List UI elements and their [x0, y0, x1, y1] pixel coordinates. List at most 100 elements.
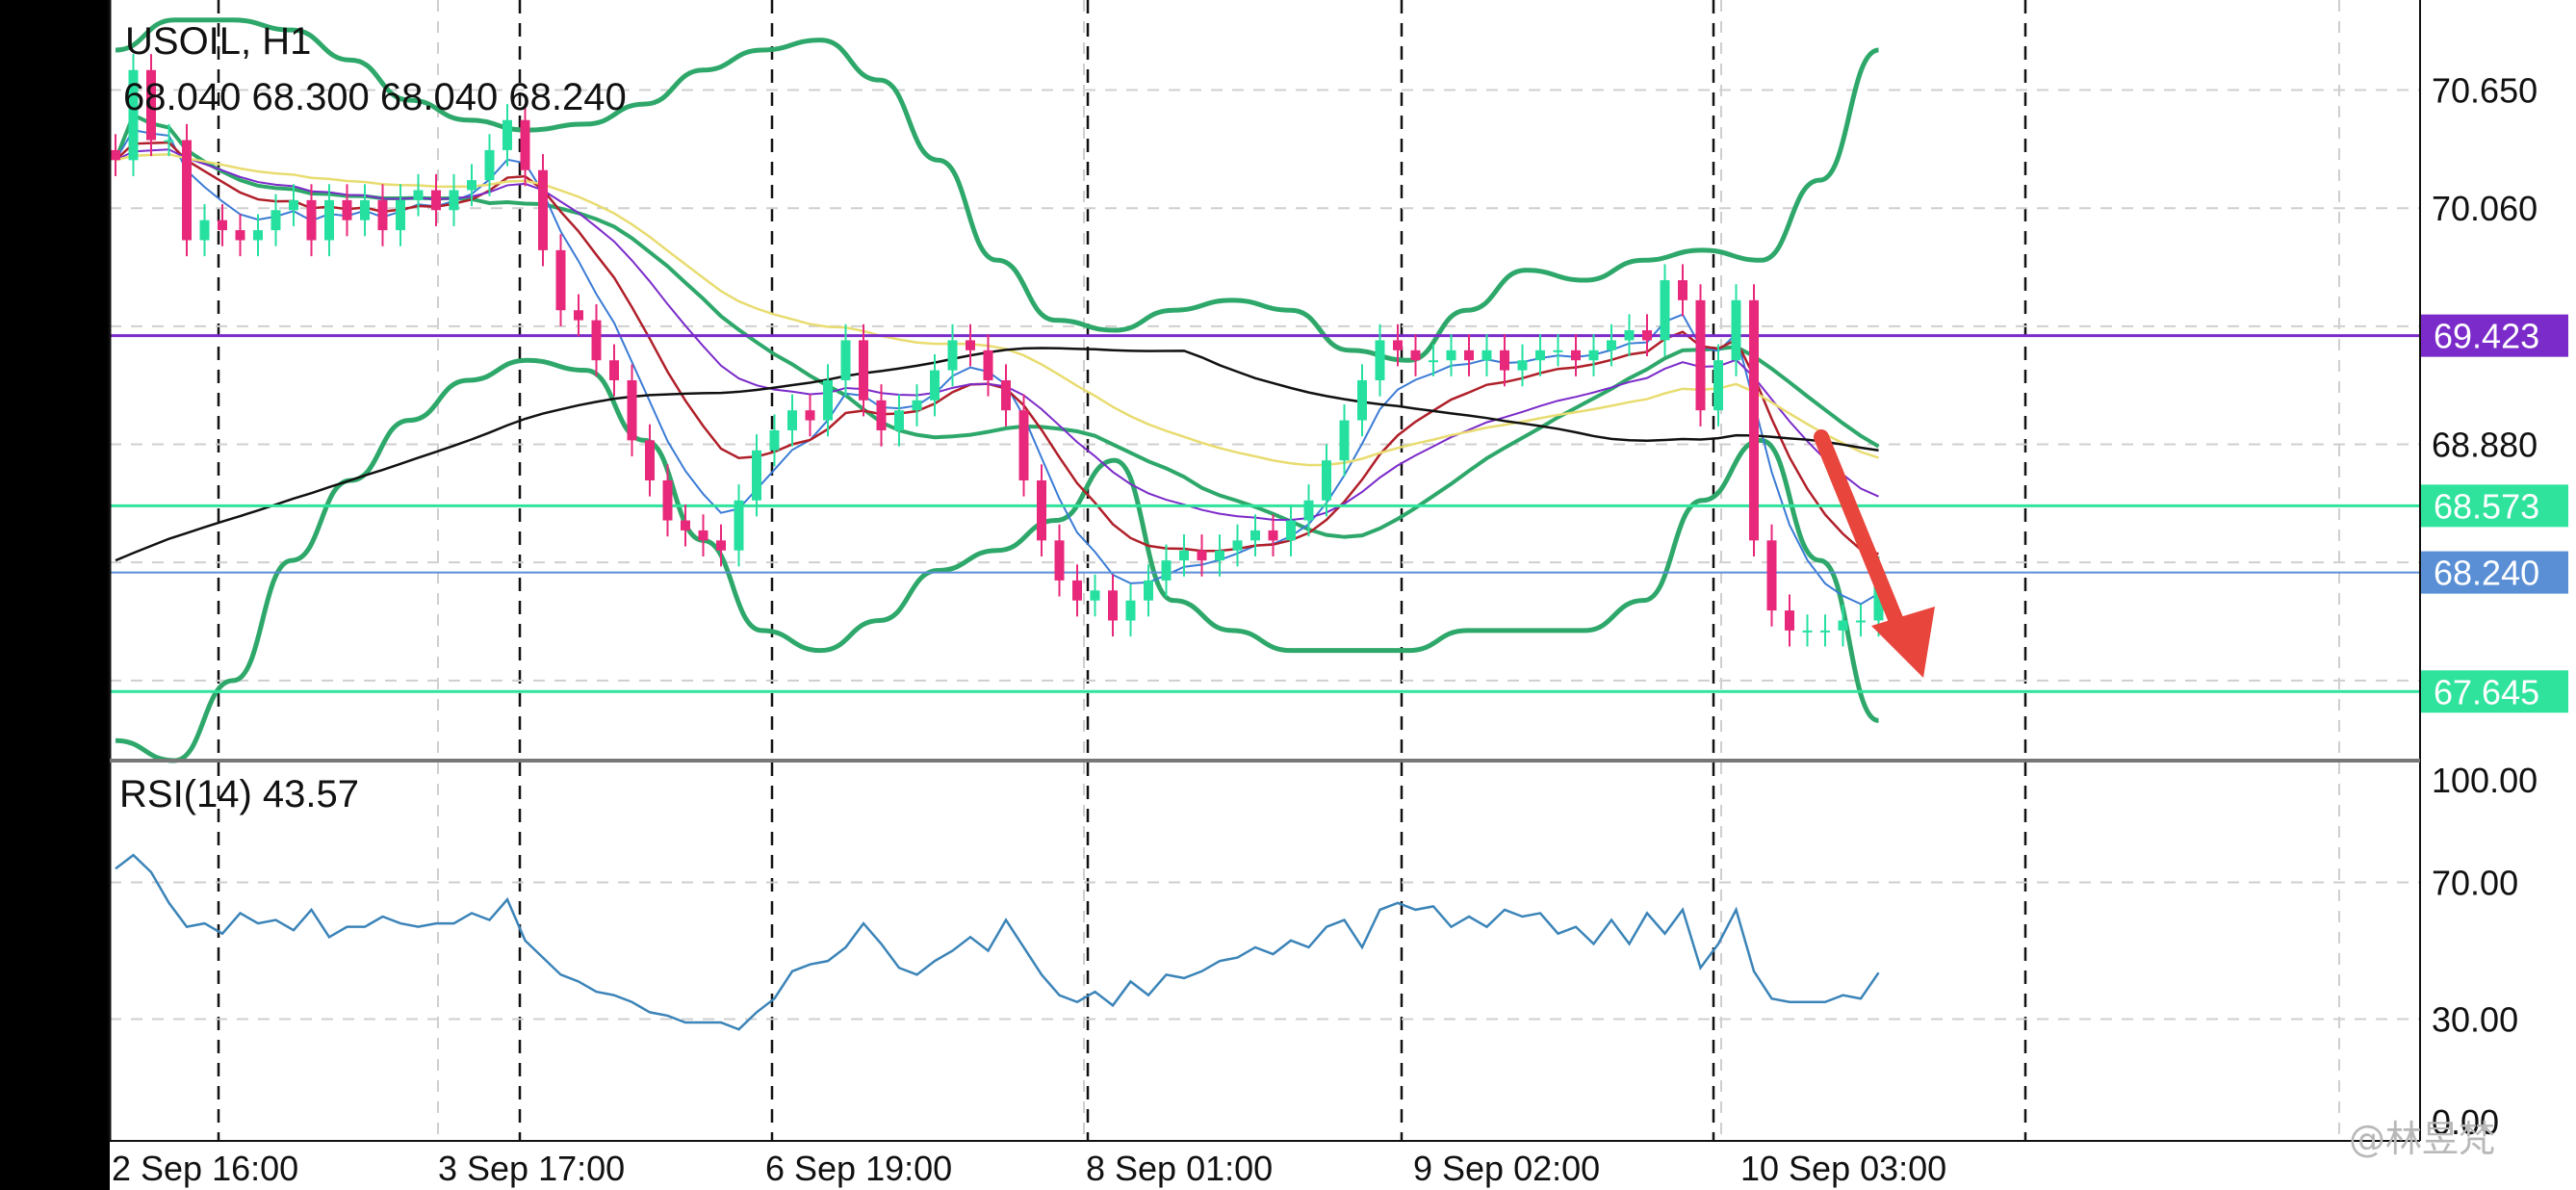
candle [1624, 314, 1635, 357]
rsi-line [115, 853, 1880, 1031]
candle-body [716, 540, 726, 551]
candle-body [289, 199, 298, 211]
downtrend-arrow [1814, 429, 1935, 678]
candle [1464, 334, 1474, 376]
candle [1286, 504, 1296, 556]
candle [698, 514, 708, 556]
candle-body [431, 190, 441, 211]
candle-body [1018, 410, 1029, 480]
ma-10 [115, 141, 1879, 556]
rsi-tick-label: 70.00 [2432, 864, 2518, 903]
candle [1481, 334, 1492, 376]
candle-body [1393, 340, 1403, 350]
candle [1410, 334, 1421, 376]
candle-body [1339, 420, 1350, 461]
candle [591, 304, 602, 376]
candle [645, 424, 655, 497]
candle-body [876, 400, 887, 430]
candle [289, 184, 298, 226]
ma-40 [115, 152, 1879, 467]
candle [413, 173, 424, 217]
candle [1215, 534, 1224, 577]
candle [1695, 284, 1706, 427]
candle-body [1429, 360, 1438, 363]
candle [1375, 323, 1385, 397]
candle-body [1588, 349, 1599, 361]
candle [840, 323, 851, 397]
candle [912, 384, 922, 427]
candle [1268, 514, 1278, 556]
candle [787, 394, 797, 447]
candle [1322, 444, 1331, 517]
candle [1090, 574, 1100, 617]
candle [1197, 534, 1207, 577]
candle-body [1286, 520, 1296, 541]
candle-body [1553, 349, 1563, 352]
candle-body [1517, 360, 1528, 371]
symbol-timeframe: USOIL, H1 [125, 20, 311, 63]
candle-body [1161, 560, 1172, 581]
candle [199, 204, 210, 257]
candle [342, 184, 352, 237]
candle [1731, 284, 1741, 376]
horizontal-levels-layer [110, 334, 2420, 693]
candle [1179, 534, 1189, 577]
candle [377, 184, 388, 246]
candle [1553, 334, 1563, 367]
candle [396, 184, 405, 246]
candle [1446, 334, 1456, 376]
candle-body [538, 169, 548, 250]
candle-body [164, 140, 174, 142]
candle-body [520, 119, 530, 170]
candle-body [1695, 299, 1706, 411]
price-tag: 68.240 [2420, 551, 2568, 594]
candle-body [502, 119, 512, 150]
candle [1125, 584, 1136, 637]
candle-body [1303, 500, 1314, 521]
time-tick-label: 3 Sep 17:00 [438, 1149, 625, 1188]
candle-body [1856, 620, 1866, 623]
candle-body [413, 190, 424, 200]
candle [930, 353, 940, 417]
candle-body [1375, 340, 1385, 380]
candle [1642, 314, 1652, 357]
candle-body [342, 199, 352, 220]
candle [1785, 594, 1794, 647]
candle-body [199, 220, 210, 241]
rsi-tick-label: 0.00 [2432, 1102, 2499, 1142]
candle [111, 134, 120, 176]
candle [502, 104, 512, 167]
candle-body [609, 360, 619, 380]
candle-body [1713, 360, 1723, 411]
candle-body [1410, 349, 1421, 361]
candle-body [1500, 349, 1509, 371]
candle [128, 54, 139, 176]
price-tag: 67.645 [2420, 670, 2568, 713]
axes-layer: 69.423 68.573 68.240 67.645 70.650 70.060 68.8… [108, 0, 2568, 1188]
candle-body [1250, 530, 1260, 541]
watermark: @林昱梵 [2349, 1118, 2496, 1160]
candle-body [1802, 630, 1813, 633]
candle [574, 294, 583, 337]
candle-body [698, 530, 708, 541]
candle [1856, 604, 1866, 637]
candle [1232, 524, 1243, 567]
candles-layer [111, 54, 1884, 647]
candle [467, 164, 477, 207]
candle [182, 123, 192, 257]
candle [324, 184, 334, 257]
candle [966, 323, 975, 367]
candle-body [966, 340, 975, 350]
candle [716, 524, 726, 567]
candle [947, 323, 958, 387]
candle-body [1268, 530, 1278, 541]
candle [1713, 344, 1723, 427]
candle-body [1125, 600, 1136, 621]
candle [859, 323, 868, 417]
candle [1037, 464, 1046, 556]
candle-body [681, 520, 690, 530]
candle [805, 394, 815, 437]
candle [1535, 334, 1545, 376]
candle-body [555, 249, 566, 311]
